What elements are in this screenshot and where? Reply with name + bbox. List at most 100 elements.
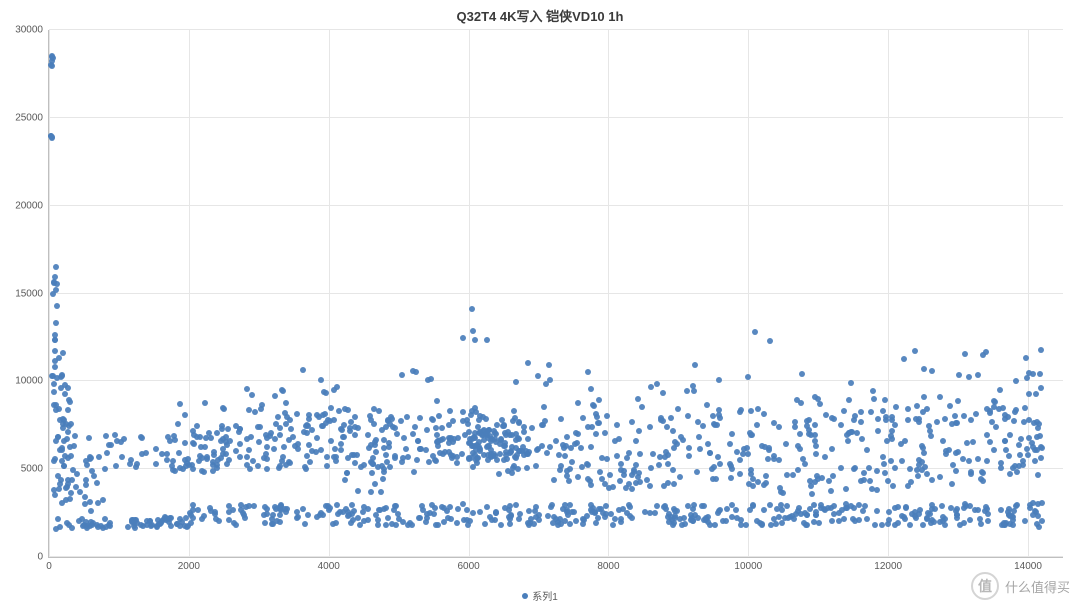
data-point [237, 441, 243, 447]
data-point [929, 368, 935, 374]
data-point [672, 439, 678, 445]
x-tick-label: 6000 [457, 557, 479, 572]
data-point [277, 519, 283, 525]
data-point [469, 408, 475, 414]
data-point [1038, 455, 1044, 461]
data-point [102, 516, 108, 522]
data-point [424, 427, 430, 433]
data-point [405, 454, 411, 460]
data-point [384, 459, 390, 465]
data-point [1038, 347, 1044, 353]
data-point [593, 520, 599, 526]
data-point [874, 487, 880, 493]
data-point [895, 504, 901, 510]
data-point [755, 406, 761, 412]
data-point [545, 513, 551, 519]
data-point [148, 523, 154, 529]
data-point [886, 517, 892, 523]
data-point [88, 455, 94, 461]
data-point [931, 519, 937, 525]
data-point [66, 423, 72, 429]
data-point [96, 454, 102, 460]
data-point [710, 413, 716, 419]
data-point [882, 470, 888, 476]
data-point [271, 446, 277, 452]
data-point [767, 502, 773, 508]
data-point [301, 429, 307, 435]
data-point [564, 468, 570, 474]
data-point [86, 435, 92, 441]
data-point [919, 467, 925, 473]
data-point [637, 451, 643, 457]
data-point [654, 381, 660, 387]
data-point [716, 412, 722, 418]
data-point [191, 441, 197, 447]
data-point [685, 503, 691, 509]
data-point [585, 424, 591, 430]
data-point [393, 522, 399, 528]
data-point [940, 518, 946, 524]
data-point [1010, 522, 1016, 528]
data-point [258, 406, 264, 412]
data-point [501, 457, 507, 463]
data-point [804, 512, 810, 518]
data-point [704, 402, 710, 408]
data-point [1010, 514, 1016, 520]
data-point [970, 439, 976, 445]
data-point [953, 508, 959, 514]
data-point [216, 518, 222, 524]
data-point [516, 516, 522, 522]
data-point [220, 405, 226, 411]
data-point [432, 505, 438, 511]
legend: 系列1 [0, 588, 1080, 603]
data-point [131, 523, 137, 529]
data-point [52, 456, 58, 462]
data-point [737, 471, 743, 477]
data-point [703, 517, 709, 523]
data-point [55, 473, 61, 479]
data-point [629, 419, 635, 425]
data-point [143, 450, 149, 456]
data-point [860, 508, 866, 514]
data-point [711, 464, 717, 470]
data-point [394, 431, 400, 437]
data-point [526, 449, 532, 455]
data-point [440, 451, 446, 457]
data-point [454, 520, 460, 526]
data-point [481, 452, 487, 458]
data-point [429, 416, 435, 422]
data-point [331, 454, 337, 460]
data-point [604, 413, 610, 419]
data-point [417, 446, 423, 452]
data-point [665, 480, 671, 486]
x-tick-label: 14000 [1014, 557, 1042, 572]
data-point [968, 469, 974, 475]
data-point [734, 449, 740, 455]
data-point [934, 419, 940, 425]
data-point [779, 520, 785, 526]
data-point [233, 522, 239, 528]
data-point [513, 437, 519, 443]
data-point [635, 474, 641, 480]
data-point [506, 507, 512, 513]
data-point [381, 469, 387, 475]
data-point [712, 422, 718, 428]
data-point [201, 469, 207, 475]
data-point [139, 435, 145, 441]
grid-line-h [49, 117, 1063, 118]
data-point [383, 452, 389, 458]
data-point [828, 505, 834, 511]
data-point [328, 405, 334, 411]
data-point [65, 407, 71, 413]
data-point [281, 444, 287, 450]
data-point [535, 373, 541, 379]
data-point [65, 429, 71, 435]
data-point [804, 418, 810, 424]
data-point [864, 516, 870, 522]
data-point [670, 522, 676, 528]
data-point [745, 374, 751, 380]
data-point [792, 424, 798, 430]
data-point [984, 432, 990, 438]
scatter-chart: Q32T4 4K写入 铠侠VD10 1h 0500010000150002000… [0, 0, 1080, 606]
data-point [1025, 452, 1031, 458]
